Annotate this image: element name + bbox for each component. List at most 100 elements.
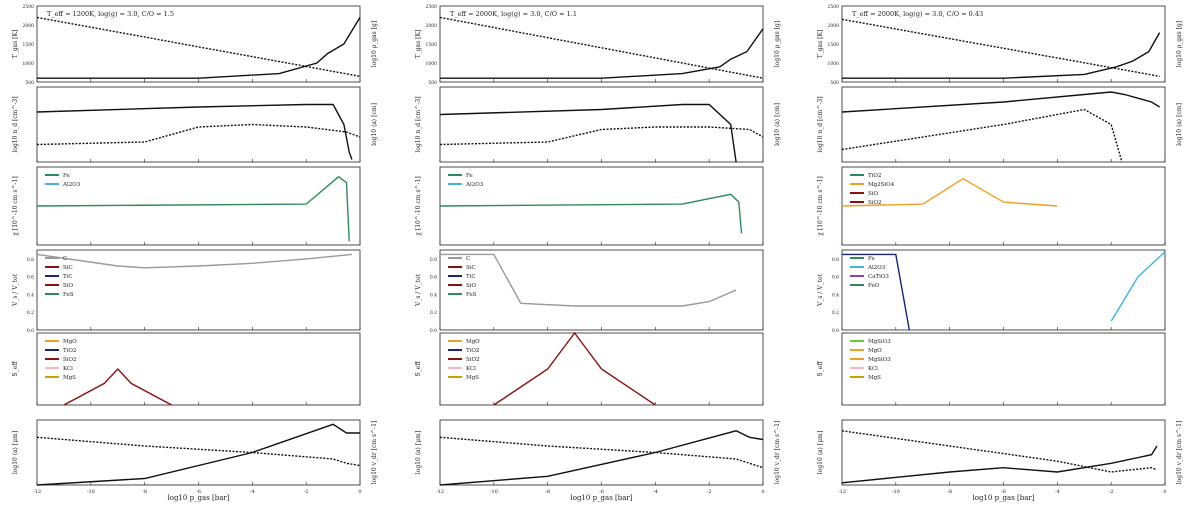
- x-tick-label: -10: [490, 489, 498, 495]
- legend-label: KCl: [466, 366, 476, 372]
- x-tick-label: -6: [196, 489, 201, 495]
- y-axis-label-r5_left-c1: S_eff: [12, 361, 19, 377]
- legend-label: Mg2SiO4: [868, 182, 895, 188]
- legend-label: Fe: [466, 173, 473, 179]
- series-c1-n-d: [36, 103, 353, 160]
- y-tick-label-r1: 2500: [426, 4, 438, 10]
- y-axis-label-r2_right-c2: log10 ⟨a⟩ [cm]: [774, 103, 781, 146]
- y-axis-label-r1_left-c1: T_gas [K]: [12, 30, 19, 59]
- y-axis-label-r5_left-c2: S_eff: [415, 361, 422, 377]
- series-c1-a-: [36, 423, 360, 486]
- x-tick-label: -10: [892, 489, 900, 495]
- series-c3-Mg2SiO4: [841, 177, 1058, 207]
- y-axis-label-r6_right-c1: log10 v_dr [cm s^-1]: [371, 421, 378, 485]
- y-axis-label-r2_right-c3: log10 ⟨a⟩ [cm]: [1176, 103, 1183, 146]
- legend-label: MgO: [63, 339, 77, 345]
- y-tick-label-r4: 0.6: [430, 275, 437, 281]
- x-axis-label-c3: log10 p_gas [bar]: [973, 494, 1035, 502]
- y-tick-label-r1: 500: [25, 80, 34, 86]
- legend-label: SiO2: [63, 357, 77, 363]
- y-tick-label-r4: 0.4: [832, 292, 839, 298]
- x-tick-label: -8: [545, 489, 550, 495]
- x-axis-label-c2: log10 p_gas [bar]: [571, 494, 633, 502]
- x-tick-label: -6: [599, 489, 604, 495]
- y-axis-label-r2_left-c2: log10 n_d [cm^-3]: [415, 96, 422, 152]
- legend-label: C: [466, 256, 470, 262]
- y-axis-label-r1_right-c2: log10 ρ_gas [g]: [774, 21, 781, 67]
- legend-label: FeS: [63, 292, 74, 298]
- legend-label: SiO: [466, 283, 477, 289]
- x-tick-label: -8: [142, 489, 147, 495]
- x-tick-label: -8: [947, 489, 952, 495]
- legend-label: TiC: [63, 274, 73, 280]
- y-tick-label-r4: 0.8: [430, 257, 437, 263]
- y-tick-label-r4: 0.6: [27, 275, 34, 281]
- x-tick-label: -10: [87, 489, 95, 495]
- legend-label: SiC: [63, 265, 73, 271]
- y-tick-label-r1: 1500: [426, 42, 438, 48]
- y-tick-label-r1: 2000: [426, 23, 438, 29]
- x-tick-label: -6: [1001, 489, 1006, 495]
- x-tick-label: -12: [838, 489, 846, 495]
- legend-label: TiO2: [466, 348, 479, 354]
- y-axis-label-r3_left-c1: χ [10^-10 cm s^-1]: [12, 176, 19, 235]
- column-title-c2: T_eff = 2000K, log(g) = 3.0, C/O = 1.1: [450, 10, 577, 18]
- series-c3-v-dr: [841, 430, 1158, 473]
- y-tick-label-r1: 500: [830, 80, 839, 86]
- y-axis-label-r4_left-c1: V_s / V_tot: [12, 273, 19, 307]
- series-c3-T-gas: [842, 32, 1161, 79]
- y-tick-label-r4: 0.8: [832, 257, 839, 263]
- legend-label: KCl: [63, 366, 73, 372]
- series-c1-SiO2: [63, 367, 172, 406]
- series-c1-Fe: [36, 175, 350, 242]
- x-tick-label: -2: [707, 489, 712, 495]
- legend-label: SiO: [63, 283, 74, 289]
- series-c1-T-gas: [37, 17, 361, 79]
- y-axis-label-r4_left-c3: V_s / V_tot: [817, 273, 824, 307]
- legend-label: MgO: [868, 348, 882, 354]
- y-axis-label-r6_right-c2: log10 v_dr [cm s^-1]: [774, 421, 781, 485]
- legend-label: Al2O3: [867, 265, 886, 271]
- series-c2-n-d: [439, 103, 737, 163]
- legend-label: KCl: [868, 366, 878, 372]
- series-c2-SiO2: [493, 331, 656, 406]
- legend-label: MgSiO3: [868, 357, 891, 363]
- legend-label: SiO2: [466, 357, 480, 363]
- series-c2-v-dr: [439, 436, 764, 469]
- legend-label: FeO: [868, 283, 880, 289]
- legend-label: Al2O3: [465, 182, 484, 188]
- y-tick-label-r4: 0.4: [430, 292, 437, 298]
- x-tick-label: -12: [33, 489, 41, 495]
- y-axis-label-r6_left-c1: log10 ⟨a⟩ [μm]: [12, 431, 19, 474]
- series-c3-rho-gas: [841, 18, 1160, 77]
- y-tick-label-r1: 1500: [828, 42, 840, 48]
- series-c1-a-: [36, 123, 361, 146]
- legend-label: MgSiO3: [868, 339, 891, 345]
- x-tick-label: -12: [436, 489, 444, 495]
- y-tick-label-r1: 1000: [23, 61, 35, 67]
- legend-label: SiC: [466, 265, 476, 271]
- panel-frame-c2-r4: [439, 249, 764, 331]
- panel-frame-c3-r4: [841, 249, 1166, 331]
- x-tick-label: -4: [1055, 489, 1060, 495]
- y-tick-label-r4: 0.2: [832, 310, 839, 316]
- y-axis-label-r2_left-c3: log10 n_d [cm^-3]: [817, 96, 824, 152]
- y-tick-label-r4: 0.0: [27, 328, 34, 334]
- y-axis-label-r5_left-c3: S_eff: [817, 361, 824, 377]
- legend-label: MgO: [466, 339, 480, 345]
- y-tick-label-r1: 2000: [828, 23, 840, 29]
- panel-frame-c1-r2: [36, 86, 361, 163]
- legend-label: MgS: [63, 375, 76, 381]
- y-axis-label-r3_left-c2: χ [10^-10 cm s^-1]: [415, 176, 422, 235]
- x-tick-label: -4: [250, 489, 255, 495]
- x-tick-label: 0: [358, 489, 361, 495]
- y-tick-label-r4: 0.4: [27, 292, 34, 298]
- y-axis-label-r2_right-c1: log10 ⟨a⟩ [cm]: [371, 103, 378, 146]
- y-tick-label-r1: 500: [428, 80, 437, 86]
- y-axis-label-r2_left-c1: log10 n_d [cm^-3]: [12, 96, 19, 152]
- series-c2-Fe: [439, 193, 743, 234]
- y-tick-label-r4: 0.0: [430, 328, 437, 334]
- series-c2-rho-gas: [439, 16, 764, 79]
- y-axis-label-r6_left-c2: log10 ⟨a⟩ [μm]: [415, 431, 422, 474]
